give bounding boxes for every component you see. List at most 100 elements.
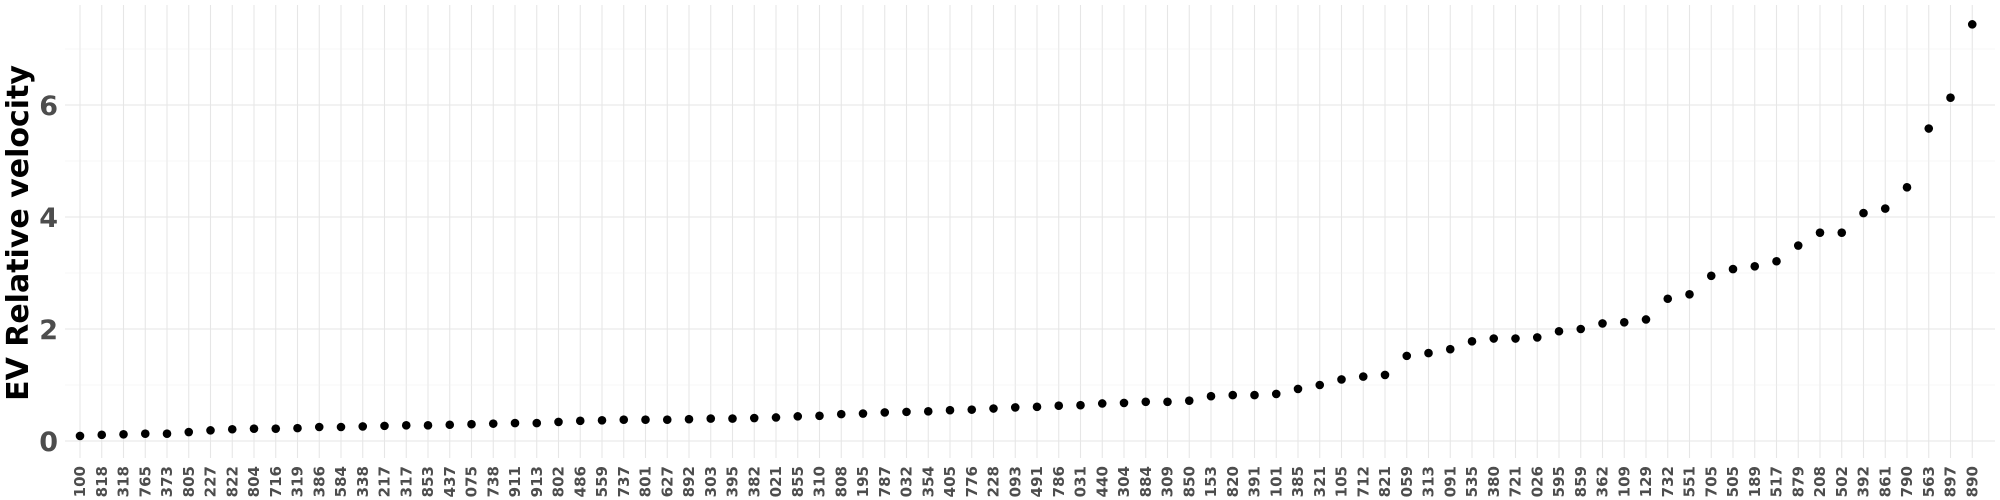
data-point-505: [1728, 264, 1738, 274]
data-point-093: [1010, 403, 1020, 412]
x-tick-label-101: 101: [1267, 466, 1285, 497]
data-point-391: [1250, 390, 1259, 400]
data-point-100: [75, 431, 85, 441]
x-tick-label-405: 405: [941, 466, 959, 497]
data-point-786: [1054, 401, 1064, 411]
x-tick-label-808: 808: [832, 466, 850, 497]
data-point-913: [532, 418, 542, 428]
x-tick-label-321: 321: [1311, 466, 1329, 497]
data-point-105: [1337, 375, 1346, 384]
x-tick-label-440: 440: [1093, 466, 1111, 497]
data-point-776: [967, 405, 977, 414]
data-point-802: [554, 417, 563, 427]
x-tick-label-392: 392: [1855, 466, 1873, 497]
x-tick-label-584: 584: [332, 466, 350, 497]
data-point-310: [815, 411, 824, 421]
data-point-859: [1576, 324, 1586, 334]
x-tick-label-338: 338: [354, 466, 372, 497]
data-point-822: [227, 424, 237, 434]
x-tick-label-129: 129: [1637, 466, 1655, 497]
data-point-853: [423, 421, 433, 430]
data-point-217: [380, 421, 389, 431]
data-points: [75, 20, 1977, 441]
x-tick-label-818: 818: [93, 466, 111, 497]
data-point-535: [1467, 337, 1477, 346]
data-point-189: [1750, 261, 1760, 271]
x-tick-label-093: 093: [1006, 466, 1024, 497]
x-tick-label-021: 021: [767, 466, 785, 497]
data-point-317: [401, 421, 411, 430]
data-point-787: [880, 408, 890, 417]
x-tick-label-491: 491: [1028, 466, 1046, 497]
x-tick-label-535: 535: [1463, 466, 1481, 497]
data-point-804: [249, 424, 259, 433]
x-tick-label-208: 208: [1811, 466, 1829, 497]
data-point-026: [1532, 333, 1542, 342]
data-point-712: [1358, 372, 1368, 381]
y-tick-label: 4: [39, 203, 58, 234]
data-point-517: [1772, 256, 1781, 266]
data-point-818: [97, 430, 107, 440]
x-tick-label-031: 031: [1072, 466, 1090, 497]
x-tick-label-805: 805: [180, 466, 198, 497]
x-tick-label-091: 091: [1441, 466, 1459, 497]
data-point-392: [1859, 208, 1868, 218]
x-tick-label-563: 563: [1920, 466, 1938, 497]
data-point-765: [140, 429, 150, 439]
data-point-318: [119, 429, 128, 439]
data-point-208: [1815, 228, 1825, 237]
data-point-313: [1424, 348, 1433, 358]
data-point-440: [1097, 399, 1107, 408]
x-tick-label-105: 105: [1333, 466, 1351, 497]
data-point-821: [1380, 370, 1390, 380]
x-tick-label-319: 319: [289, 466, 307, 497]
x-tick-label-884: 884: [1137, 466, 1155, 497]
x-tick-label-310: 310: [811, 466, 829, 497]
data-point-129: [1641, 315, 1651, 324]
data-point-101: [1271, 389, 1281, 399]
x-tick-label-855: 855: [789, 466, 807, 497]
data-point-032: [902, 407, 911, 417]
data-point-737: [619, 415, 629, 425]
data-point-380: [1489, 334, 1499, 343]
data-point-362: [1598, 319, 1607, 328]
x-tick-label-318: 318: [115, 466, 133, 497]
data-point-705: [1706, 271, 1716, 281]
grid-lines: [65, 5, 1995, 458]
data-point-031: [1076, 400, 1085, 410]
data-point-584: [336, 422, 346, 432]
data-point-373: [162, 429, 172, 439]
x-tick-label-765: 765: [136, 466, 154, 497]
data-point-627: [662, 415, 672, 425]
data-point-738: [488, 419, 498, 428]
x-tick-label-153: 153: [1202, 466, 1220, 497]
x-tick-label-737: 737: [615, 466, 633, 497]
x-tick-label-391: 391: [1246, 466, 1264, 497]
x-tick-label-195: 195: [854, 466, 872, 497]
x-tick-label-897: 897: [1942, 466, 1960, 497]
x-tick-label-486: 486: [571, 466, 589, 497]
data-point-228: [989, 404, 998, 413]
data-point-486: [575, 416, 585, 426]
x-tick-label-217: 217: [376, 466, 394, 497]
x-tick-label-801: 801: [637, 466, 655, 497]
data-point-385: [1293, 384, 1303, 394]
data-point-195: [858, 409, 868, 418]
data-point-595: [1554, 326, 1564, 336]
data-point-732: [1663, 294, 1673, 304]
x-tick-label-595: 595: [1550, 466, 1568, 497]
x-tick-label-913: 913: [528, 466, 546, 497]
data-point-437: [445, 420, 455, 430]
data-point-321: [1315, 380, 1325, 390]
x-tick-label-189: 189: [1746, 466, 1764, 497]
x-tick-label-732: 732: [1659, 466, 1677, 497]
data-point-890: [1967, 20, 1977, 29]
x-tick-label-787: 787: [876, 466, 894, 497]
x-tick-label-354: 354: [919, 466, 937, 497]
data-point-491: [1032, 402, 1042, 412]
data-point-861: [1880, 204, 1890, 213]
x-tick-label-437: 437: [441, 466, 459, 497]
x-tick-label-317: 317: [397, 466, 415, 497]
data-point-382: [749, 413, 759, 423]
x-tick-label-802: 802: [550, 466, 568, 497]
